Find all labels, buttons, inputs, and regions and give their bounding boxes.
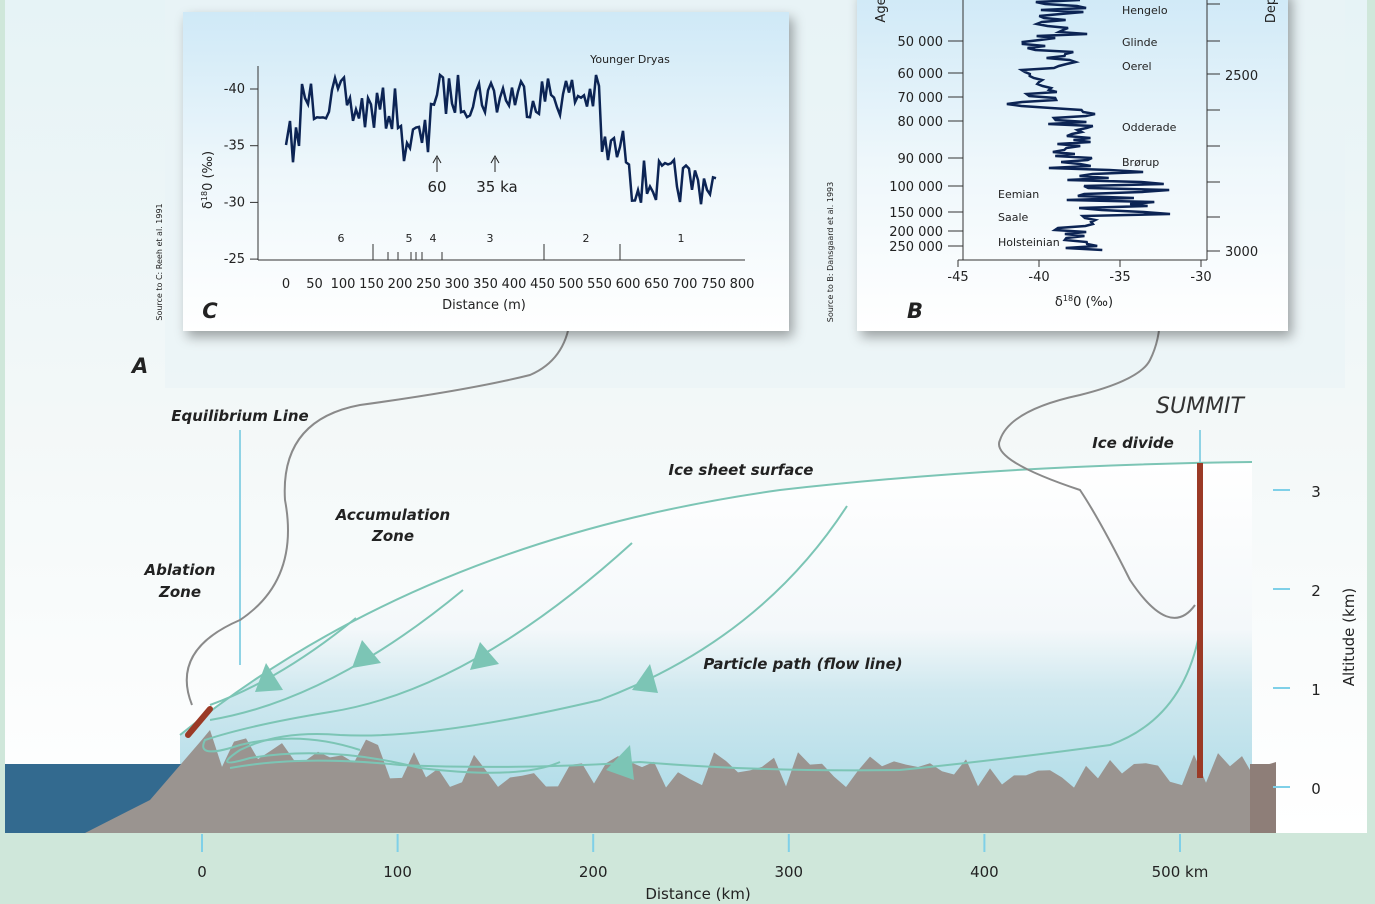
x-tick-label: 450 (530, 277, 555, 292)
y-tick-label: 3 (1311, 483, 1321, 501)
x-tick-label: 550 (587, 277, 612, 292)
axis-label: Dep (1264, 0, 1279, 23)
label: SUMMIT (1156, 394, 1246, 419)
x-tick-label: -45 (947, 270, 968, 285)
label: Equilibrium Line (171, 407, 308, 425)
annotation: 35 ka (476, 178, 517, 196)
panel-letter: C (202, 299, 218, 323)
x-tick-label: 350 (473, 277, 498, 292)
bedrock-edge (1250, 762, 1276, 833)
y2-tick-label: 2500 (1225, 69, 1258, 84)
label: Ice sheet surface (669, 461, 814, 479)
y-tick-label: 2 (1311, 582, 1321, 600)
axis-label: Distance (km) (645, 885, 750, 903)
event-label: Holsteinian (998, 236, 1060, 249)
diagram: A Equilibrium Line Ablation Zone Accumul… (0, 0, 1375, 904)
x-tick-label: 700 (673, 277, 698, 292)
panel-letter: A (130, 354, 148, 378)
x-tick-label: 50 (306, 277, 323, 292)
label: Particle path (flow line) (703, 655, 902, 673)
axis-label: Altitude (km) (1340, 588, 1358, 686)
y-tick-label: 80 000 (898, 115, 944, 130)
x-axis-label: Distance (m) (442, 298, 526, 313)
x-tick-label: 600 (616, 277, 641, 292)
event-label: Saale (998, 211, 1029, 224)
event-label: Eemian (998, 188, 1039, 201)
x-tick-label: 100 (331, 277, 356, 292)
stage-label: 3 (487, 232, 494, 245)
label: Ablation (144, 561, 216, 579)
panel-letter: B (907, 299, 923, 323)
x-tick-label: -30 (1190, 270, 1211, 285)
stage-label: 6 (338, 232, 345, 245)
y-tick-label: -40 (224, 82, 245, 97)
stage-label: 5 (406, 232, 413, 245)
label: Zone (158, 583, 201, 601)
label: Accumulation (335, 506, 450, 524)
event-label: Oerel (1122, 60, 1152, 73)
stage-label: 2 (583, 232, 590, 245)
y-tick-label: 1 (1311, 681, 1321, 699)
y-tick-label: 100 000 (889, 180, 943, 195)
event-label: Odderade (1122, 121, 1177, 134)
y-tick-label: 0 (1311, 780, 1321, 798)
x-tick-label: 300 (445, 277, 470, 292)
x-tick-label: 500 km (1152, 863, 1209, 881)
x-tick-label: 200 (579, 863, 608, 881)
x-tick-label: -35 (1109, 270, 1130, 285)
y-tick-label: -30 (224, 195, 245, 210)
y-tick-label: 250 000 (889, 240, 943, 255)
source: Source to B: Dansgaard et al. 1993 (826, 182, 835, 322)
y-tick-label: -25 (224, 252, 245, 267)
x-tick-label: 500 (559, 277, 584, 292)
x-tick-label: 200 (388, 277, 413, 292)
x-tick-label: 650 (644, 277, 669, 292)
y-tick-label: 50 000 (898, 35, 944, 50)
y-tick-label: 90 000 (898, 152, 944, 167)
x-tick-label: 0 (197, 863, 207, 881)
x-tick-label: 100 (383, 863, 412, 881)
x-tick-label: 750 (701, 277, 726, 292)
y2-tick-label: 3000 (1225, 245, 1258, 260)
y-tick-label: -35 (224, 139, 245, 154)
event-label: Glinde (1122, 36, 1158, 49)
x-tick-label: 300 (774, 863, 803, 881)
x-tick-label: -40 (1028, 270, 1049, 285)
stage-label: 1 (678, 232, 685, 245)
event-label: Brørup (1122, 156, 1159, 169)
x-tick-label: 150 (359, 277, 384, 292)
y-tick-label: 70 000 (898, 91, 944, 106)
y-tick-label: 150 000 (889, 206, 943, 221)
y-tick-label: 60 000 (898, 67, 944, 82)
stage-label: 4 (430, 232, 437, 245)
x-tick-label: 400 (502, 277, 527, 292)
y-tick-label: 200 000 (889, 225, 943, 240)
x-tick-label: 400 (970, 863, 999, 881)
annotation: 60 (427, 178, 446, 196)
event-label: Hengelo (1122, 4, 1168, 17)
x-tick-label: 800 (730, 277, 755, 292)
x-tick-label: 0 (282, 277, 290, 292)
source: Source to C: Reeh et al. 1991 (155, 203, 164, 320)
x-tick-label: 250 (416, 277, 441, 292)
annotation: Younger Dryas (589, 53, 670, 66)
axis-label: Age (874, 0, 889, 23)
label: Zone (371, 527, 414, 545)
label: Ice divide (1092, 434, 1174, 452)
